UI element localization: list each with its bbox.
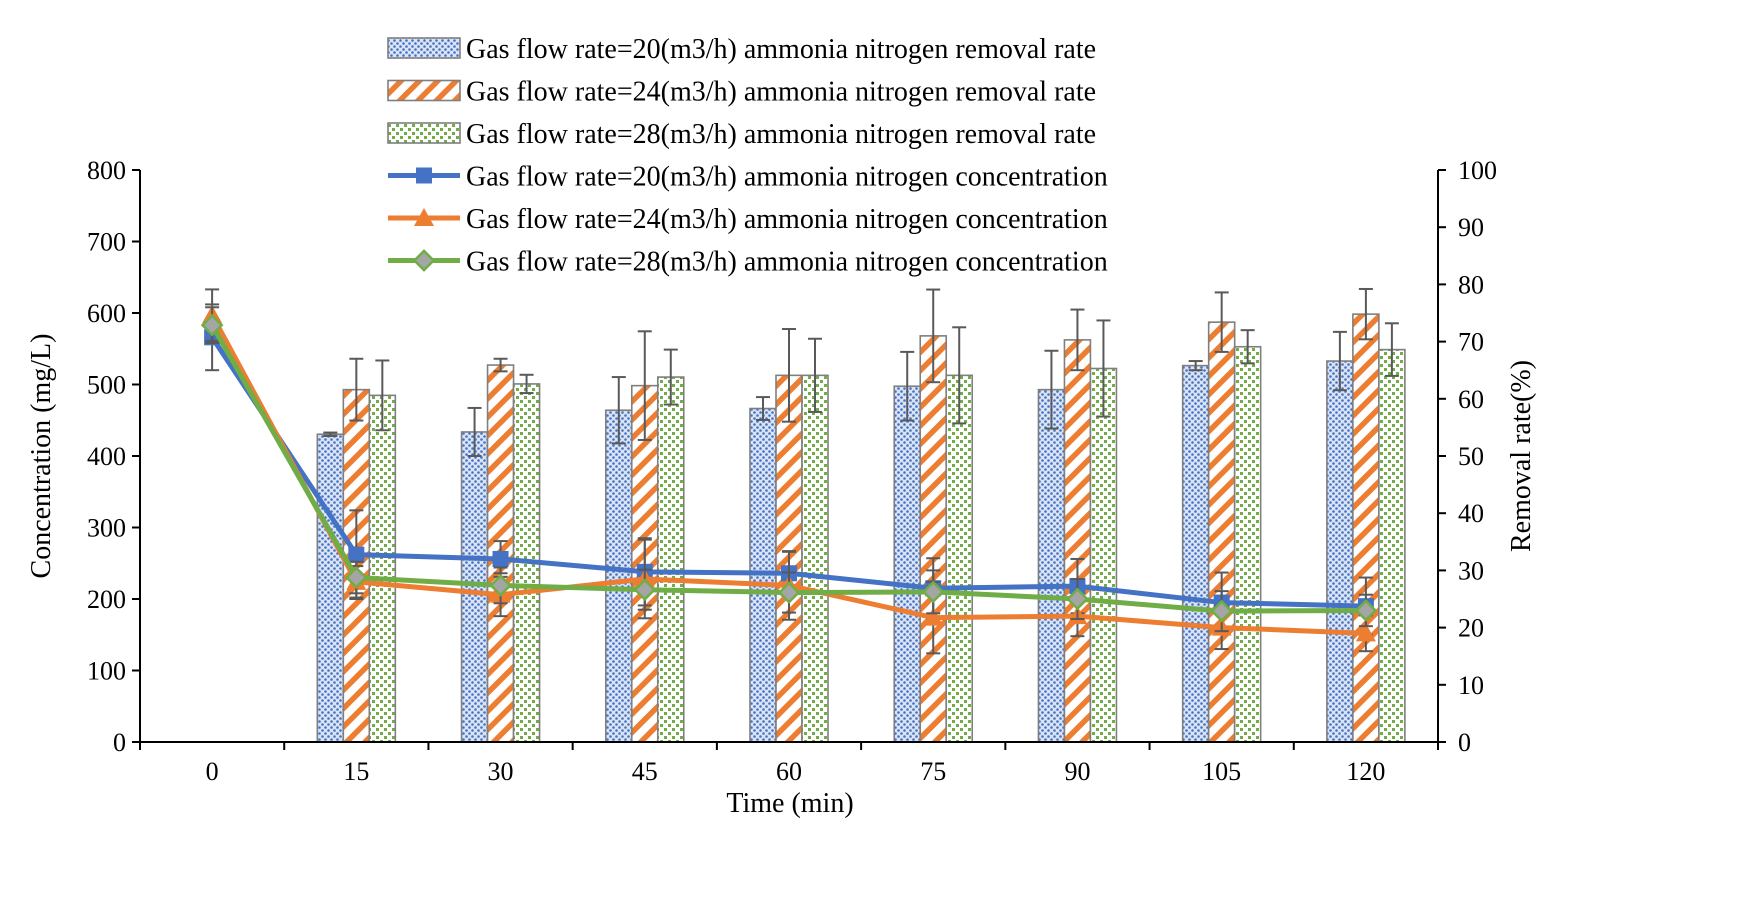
left-y-tick-label: 600 bbox=[87, 299, 126, 328]
line-marker-diamond bbox=[1210, 599, 1234, 623]
bar bbox=[368, 394, 397, 743]
bar bbox=[1181, 364, 1210, 743]
legend-label: Gas flow rate=24(m3/h) ammonia nitrogen … bbox=[466, 204, 1108, 235]
x-tick-label: 90 bbox=[1064, 757, 1090, 786]
legend-swatch bbox=[387, 122, 461, 144]
bar bbox=[656, 376, 685, 743]
legend-label: Gas flow rate=28(m3/h) ammonia nitrogen … bbox=[466, 119, 1096, 150]
line-marker-square bbox=[348, 546, 365, 563]
lines-layer bbox=[200, 288, 1378, 655]
left-y-tick-label: 0 bbox=[113, 728, 126, 757]
left-y-tick-label: 400 bbox=[87, 442, 126, 471]
right-y-tick-label: 0 bbox=[1458, 728, 1471, 757]
bar-series-1 bbox=[316, 330, 1354, 743]
line-marker-diamond bbox=[489, 574, 512, 597]
x-axis-title: Time (min) bbox=[726, 788, 853, 819]
ticks-layer: 0100200300400500600700800010203040506070… bbox=[87, 156, 1497, 786]
right-y-tick-label: 10 bbox=[1458, 671, 1484, 700]
legend-item-bar-3: Gas flow rate=28(m3/h) ammonia nitrogen … bbox=[387, 119, 1096, 150]
right-y-tick-label: 70 bbox=[1458, 328, 1484, 357]
left-y-axis-title: Concentration (mg/L) bbox=[26, 334, 57, 579]
line-marker-diamond bbox=[777, 581, 801, 604]
legend-item-line-1: Gas flow rate=20(m3/h) ammonia nitrogen … bbox=[388, 162, 1108, 193]
bar bbox=[1233, 345, 1262, 743]
line-marker-triangle bbox=[414, 208, 434, 226]
bar bbox=[919, 335, 948, 743]
x-tick-label: 45 bbox=[632, 757, 658, 786]
legend-item-line-2: Gas flow rate=24(m3/h) ammonia nitrogen … bbox=[388, 204, 1108, 235]
bar bbox=[1063, 339, 1092, 743]
left-y-tick-label: 500 bbox=[87, 371, 126, 400]
bar bbox=[945, 374, 974, 743]
legend: Gas flow rate=20(m3/h) ammonia nitrogen … bbox=[387, 34, 1108, 278]
right-y-tick-label: 80 bbox=[1458, 270, 1484, 299]
line-marker-diamond bbox=[633, 578, 657, 602]
bar bbox=[1352, 313, 1380, 743]
x-tick-label: 60 bbox=[776, 757, 802, 786]
left-y-tick-label: 800 bbox=[87, 156, 126, 185]
legend-swatch bbox=[387, 37, 461, 59]
legend-item-line-3: Gas flow rate=28(m3/h) ammonia nitrogen … bbox=[388, 247, 1108, 278]
right-y-axis-title: Removal rate(%) bbox=[1506, 360, 1537, 552]
right-y-tick-label: 20 bbox=[1458, 614, 1484, 643]
x-tick-label: 0 bbox=[206, 757, 219, 786]
legend-label: Gas flow rate=20(m3/h) ammonia nitrogen … bbox=[466, 34, 1096, 65]
legend-item-bar-1: Gas flow rate=20(m3/h) ammonia nitrogen … bbox=[387, 34, 1096, 65]
left-y-tick-label: 200 bbox=[87, 585, 126, 614]
line-marker-diamond bbox=[921, 580, 945, 604]
line-marker-diamond bbox=[412, 249, 436, 272]
right-y-tick-label: 60 bbox=[1458, 385, 1484, 414]
bar bbox=[604, 409, 633, 743]
right-y-tick-label: 40 bbox=[1458, 499, 1484, 528]
bar bbox=[1037, 388, 1066, 743]
right-y-tick-label: 50 bbox=[1458, 442, 1484, 471]
line-marker-diamond bbox=[200, 313, 224, 337]
legend-swatch bbox=[387, 79, 461, 102]
right-y-tick-label: 90 bbox=[1458, 213, 1484, 242]
left-y-tick-label: 700 bbox=[87, 228, 126, 257]
left-y-tick-label: 100 bbox=[87, 657, 126, 686]
legend-label: Gas flow rate=24(m3/h) ammonia nitrogen … bbox=[466, 77, 1096, 108]
x-tick-label: 120 bbox=[1346, 757, 1385, 786]
bar bbox=[1089, 367, 1118, 743]
legend-label: Gas flow rate=28(m3/h) ammonia nitrogen … bbox=[466, 247, 1108, 278]
bar bbox=[801, 374, 829, 743]
line-series-3 bbox=[200, 306, 1378, 633]
bar bbox=[316, 433, 345, 743]
line-marker-diamond bbox=[1354, 599, 1378, 622]
x-tick-label: 105 bbox=[1202, 757, 1241, 786]
x-tick-label: 30 bbox=[488, 757, 514, 786]
line-marker-triangle bbox=[1355, 623, 1376, 642]
bar-series-3 bbox=[368, 319, 1406, 743]
bar bbox=[1326, 360, 1354, 743]
legend-item-bar-2: Gas flow rate=24(m3/h) ammonia nitrogen … bbox=[387, 77, 1096, 108]
line-marker-square bbox=[416, 167, 432, 184]
bar bbox=[1207, 321, 1236, 743]
bar bbox=[1378, 348, 1406, 743]
left-y-tick-label: 300 bbox=[87, 514, 126, 543]
legend-label: Gas flow rate=20(m3/h) ammonia nitrogen … bbox=[466, 162, 1108, 193]
line-marker-triangle bbox=[923, 607, 944, 626]
bar bbox=[893, 385, 922, 743]
x-tick-label: 15 bbox=[343, 757, 369, 786]
line-marker-square bbox=[492, 550, 509, 567]
x-tick-label: 75 bbox=[920, 757, 946, 786]
right-y-tick-label: 100 bbox=[1458, 156, 1497, 185]
line-marker-diamond bbox=[344, 566, 368, 589]
right-y-tick-label: 30 bbox=[1458, 556, 1484, 585]
line-marker-diamond bbox=[1066, 587, 1089, 611]
bars-layer bbox=[316, 287, 1406, 743]
bar-series-2 bbox=[342, 287, 1380, 743]
